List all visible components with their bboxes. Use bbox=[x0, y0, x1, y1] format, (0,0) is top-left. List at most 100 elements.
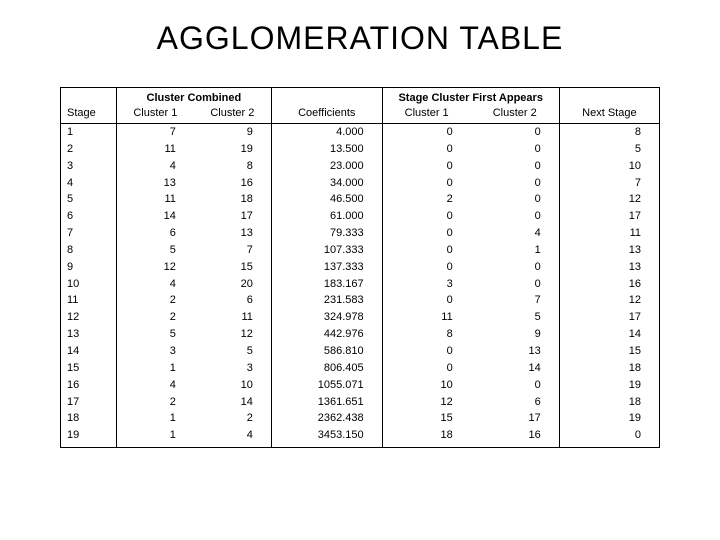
hdr-sc-cluster1: Cluster 1 bbox=[382, 106, 471, 124]
cell-coef: 324.978 bbox=[271, 309, 382, 326]
cell-next: 12 bbox=[559, 292, 659, 309]
cell-cluster1: 4 bbox=[116, 158, 194, 175]
table-row: 1435586.81001315 bbox=[61, 343, 659, 360]
cell-sc2: 14 bbox=[471, 360, 560, 377]
hdr-cluster1: Cluster 1 bbox=[116, 106, 194, 124]
cell-stage: 5 bbox=[61, 191, 116, 208]
table-row: 761379.3330411 bbox=[61, 225, 659, 242]
cell-coef: 79.333 bbox=[271, 225, 382, 242]
cell-coef: 183.167 bbox=[271, 276, 382, 293]
cell-sc2: 0 bbox=[471, 158, 560, 175]
table-row: 1126231.5830712 bbox=[61, 292, 659, 309]
cell-stage: 1 bbox=[61, 124, 116, 141]
cell-next: 8 bbox=[559, 124, 659, 141]
agglomeration-table-container: Cluster Combined Stage Cluster First App… bbox=[60, 87, 660, 448]
cell-sc1: 8 bbox=[382, 326, 471, 343]
cell-cluster1: 2 bbox=[116, 292, 194, 309]
cell-cluster2: 14 bbox=[194, 394, 272, 411]
cell-coef: 3453.150 bbox=[271, 427, 382, 447]
cell-sc1: 0 bbox=[382, 242, 471, 259]
hdr-cluster2: Cluster 2 bbox=[194, 106, 272, 124]
cell-next: 7 bbox=[559, 175, 659, 192]
cell-cluster1: 5 bbox=[116, 326, 194, 343]
cell-sc1: 0 bbox=[382, 292, 471, 309]
cell-coef: 34.000 bbox=[271, 175, 382, 192]
table-row: 857107.3330113 bbox=[61, 242, 659, 259]
cell-next: 5 bbox=[559, 141, 659, 158]
cell-sc2: 13 bbox=[471, 343, 560, 360]
cell-cluster1: 2 bbox=[116, 394, 194, 411]
cell-stage: 2 bbox=[61, 141, 116, 158]
cell-coef: 2362.438 bbox=[271, 410, 382, 427]
cell-sc1: 18 bbox=[382, 427, 471, 447]
cell-cluster1: 12 bbox=[116, 259, 194, 276]
cell-stage: 9 bbox=[61, 259, 116, 276]
cell-next: 0 bbox=[559, 427, 659, 447]
cell-cluster1: 14 bbox=[116, 208, 194, 225]
table-row: 4131634.000007 bbox=[61, 175, 659, 192]
table-body: 1794.0000082111913.50000534823.000001041… bbox=[61, 124, 659, 448]
hdr-stage-first: Stage Cluster First Appears bbox=[382, 88, 559, 106]
table-row: 1513806.40501418 bbox=[61, 360, 659, 377]
cell-cluster1: 7 bbox=[116, 124, 194, 141]
cell-sc2: 0 bbox=[471, 191, 560, 208]
hdr-blank-next bbox=[559, 88, 659, 106]
cell-next: 18 bbox=[559, 394, 659, 411]
cell-coef: 806.405 bbox=[271, 360, 382, 377]
cell-cluster1: 1 bbox=[116, 410, 194, 427]
cell-cluster2: 15 bbox=[194, 259, 272, 276]
cell-cluster2: 18 bbox=[194, 191, 272, 208]
cell-stage: 6 bbox=[61, 208, 116, 225]
cell-stage: 11 bbox=[61, 292, 116, 309]
cell-next: 11 bbox=[559, 225, 659, 242]
cell-cluster2: 6 bbox=[194, 292, 272, 309]
cell-stage: 15 bbox=[61, 360, 116, 377]
cell-sc2: 0 bbox=[471, 259, 560, 276]
cell-coef: 137.333 bbox=[271, 259, 382, 276]
cell-coef: 1055.071 bbox=[271, 377, 382, 394]
cell-stage: 13 bbox=[61, 326, 116, 343]
cell-cluster1: 4 bbox=[116, 276, 194, 293]
cell-sc1: 12 bbox=[382, 394, 471, 411]
page-title: AGGLOMERATION TABLE bbox=[40, 20, 680, 57]
cell-stage: 16 bbox=[61, 377, 116, 394]
table-row: 1794.000008 bbox=[61, 124, 659, 141]
cell-stage: 10 bbox=[61, 276, 116, 293]
table-row: 91215137.3330013 bbox=[61, 259, 659, 276]
cell-sc1: 0 bbox=[382, 175, 471, 192]
cell-sc1: 3 bbox=[382, 276, 471, 293]
cell-next: 17 bbox=[559, 309, 659, 326]
cell-cluster1: 3 bbox=[116, 343, 194, 360]
cell-sc2: 9 bbox=[471, 326, 560, 343]
cell-cluster1: 4 bbox=[116, 377, 194, 394]
hdr-blank-coef bbox=[271, 88, 382, 106]
cell-cluster2: 19 bbox=[194, 141, 272, 158]
cell-sc1: 0 bbox=[382, 141, 471, 158]
table-row: 6141761.0000017 bbox=[61, 208, 659, 225]
cell-cluster1: 5 bbox=[116, 242, 194, 259]
cell-sc1: 10 bbox=[382, 377, 471, 394]
cell-sc2: 5 bbox=[471, 309, 560, 326]
cell-cluster2: 16 bbox=[194, 175, 272, 192]
cell-next: 12 bbox=[559, 191, 659, 208]
table-row: 13512442.9768914 bbox=[61, 326, 659, 343]
hdr-next-stage: Next Stage bbox=[559, 106, 659, 124]
cell-coef: 46.500 bbox=[271, 191, 382, 208]
table-row: 12211324.97811517 bbox=[61, 309, 659, 326]
cell-cluster1: 1 bbox=[116, 427, 194, 447]
cell-next: 18 bbox=[559, 360, 659, 377]
cell-coef: 61.000 bbox=[271, 208, 382, 225]
cell-stage: 3 bbox=[61, 158, 116, 175]
cell-sc2: 4 bbox=[471, 225, 560, 242]
table-row: 18122362.438151719 bbox=[61, 410, 659, 427]
cell-sc1: 2 bbox=[382, 191, 471, 208]
cell-sc2: 0 bbox=[471, 377, 560, 394]
hdr-sc-cluster2: Cluster 2 bbox=[471, 106, 560, 124]
cell-stage: 12 bbox=[61, 309, 116, 326]
cell-cluster1: 11 bbox=[116, 191, 194, 208]
cell-sc2: 0 bbox=[471, 175, 560, 192]
cell-cluster2: 9 bbox=[194, 124, 272, 141]
cell-sc2: 0 bbox=[471, 208, 560, 225]
cell-stage: 8 bbox=[61, 242, 116, 259]
cell-sc1: 0 bbox=[382, 124, 471, 141]
